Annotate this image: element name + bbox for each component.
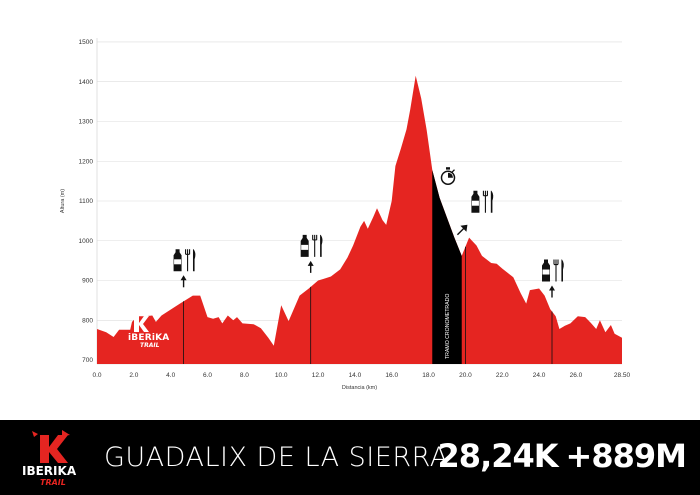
y-tick-label: 900 — [82, 278, 93, 285]
arrow-head-icon — [307, 260, 314, 266]
bottle-label — [301, 244, 309, 250]
timed-section — [432, 169, 462, 364]
fork-icon — [553, 259, 559, 282]
aid-station — [300, 234, 323, 273]
brand-sub: TRAIL — [40, 478, 66, 487]
aid-station — [456, 190, 494, 236]
y-axis: 700 800 900 1000 1100 1200 1300 1400 1500 — [79, 39, 94, 364]
y-tick-label: 1200 — [79, 158, 94, 165]
stopwatch-icon — [440, 167, 456, 185]
race-distance: 28,24K — [437, 437, 559, 475]
y-axis-label: Altura (m) — [60, 189, 66, 213]
x-tick-label: 6.0 — [203, 372, 212, 379]
profile-layer: TRAMO CRONOMETRADO — [97, 75, 622, 365]
y-tick-label: 1400 — [79, 79, 94, 86]
y-tick-label: 1000 — [79, 238, 94, 245]
knife-icon — [192, 249, 196, 272]
race-name: GUADALIX DE LA SIERRA — [104, 442, 449, 473]
footer-bar: IBERIKA TRAIL GUADALIX DE LA SIERRA 28,2… — [0, 420, 700, 495]
x-tick-label: 22.0 — [496, 372, 509, 379]
fork-icon — [185, 249, 191, 272]
x-tick-label: 14.0 — [349, 372, 362, 379]
svg-text:iBERiKA: iBERiKA — [128, 333, 169, 343]
arrow-head-icon — [180, 275, 187, 281]
knife-icon — [320, 234, 323, 257]
x-tick-label: 24.0 — [533, 372, 546, 379]
timed-section-label: TRAMO CRONOMETRADO — [445, 294, 451, 359]
arrow-head-icon — [549, 285, 555, 291]
elevation-chart: TRAMO CRONOMETRADO 0.0 2.0 4.0 6.0 8.0 10.0 12… — [60, 38, 631, 391]
fork-icon — [482, 190, 488, 213]
y-tick-label: 700 — [82, 357, 93, 364]
aid-station — [542, 259, 564, 298]
x-tick-label: 18.0 — [422, 372, 435, 379]
x-tick-label: 4.0 — [166, 372, 175, 379]
bottle-label — [471, 200, 479, 206]
x-axis-label: Distancia (km) — [342, 385, 377, 391]
y-tick-label: 1100 — [79, 198, 93, 205]
knife-icon — [490, 190, 494, 213]
x-tick-label: 12.0 — [312, 372, 325, 379]
y-tick-label: 1500 — [79, 39, 94, 46]
bottle-label — [174, 259, 182, 265]
race-elevation-gain: +889M — [565, 437, 687, 475]
x-tick-label: 8.0 — [240, 372, 249, 379]
x-tick-label: 28.50 — [614, 372, 631, 379]
x-tick-label: 0.0 — [92, 372, 101, 379]
race-stats: 28,24K +889M — [430, 437, 687, 475]
aid-station-icons — [173, 167, 564, 298]
x-tick-label: 16.0 — [385, 372, 398, 379]
brand-logo-watermark: iBERiKA TRAIL — [128, 311, 169, 349]
x-tick-label: 10.0 — [275, 372, 288, 379]
brand-logo: IBERIKA TRAIL — [22, 430, 77, 487]
bottle-label — [542, 269, 550, 275]
x-tick-label: 26.0 — [570, 372, 583, 379]
fork-icon — [312, 234, 318, 257]
profile-area — [97, 75, 622, 365]
x-tick-label: 20.0 — [459, 372, 472, 379]
arrow-head-icon — [460, 224, 468, 232]
brand-name: IBERIKA — [22, 464, 77, 478]
aid-station — [173, 249, 196, 288]
arrow-up-right-icon — [456, 227, 465, 236]
x-axis: 0.0 2.0 4.0 6.0 8.0 10.0 12.0 14.0 16.0 18.0 20.0 2… — [92, 372, 630, 379]
x-tick-label: 2.0 — [129, 372, 138, 379]
knife-icon — [561, 259, 564, 282]
y-tick-label: 800 — [82, 317, 93, 324]
y-tick-label: 1300 — [79, 119, 94, 126]
svg-text:TRAIL: TRAIL — [140, 342, 160, 349]
aid-station-lines — [183, 246, 553, 364]
